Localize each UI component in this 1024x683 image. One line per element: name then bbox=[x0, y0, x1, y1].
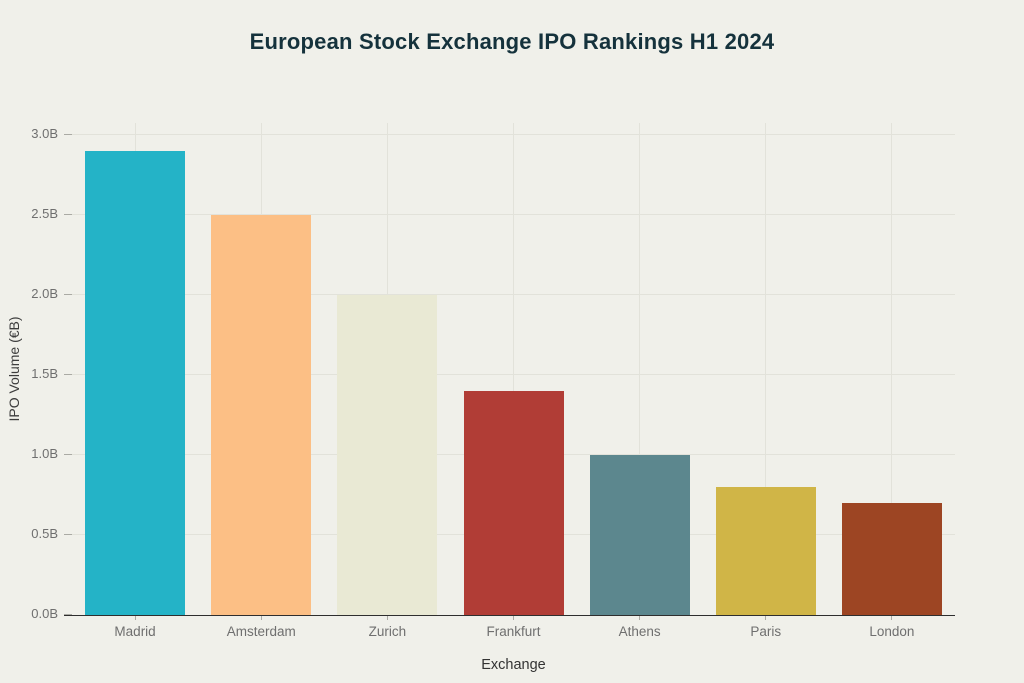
y-tick-mark bbox=[64, 294, 72, 295]
x-tick-label: London bbox=[869, 624, 915, 639]
y-tick-label: 1.0B bbox=[31, 446, 58, 461]
x-tick-label: Madrid bbox=[114, 624, 156, 639]
bar-amsterdam bbox=[211, 215, 312, 615]
x-tick-mark bbox=[639, 615, 641, 620]
y-tick-mark bbox=[64, 374, 72, 375]
bar-london bbox=[841, 503, 942, 615]
y-tick-label: 0.0B bbox=[31, 606, 58, 621]
plot-area: 0.0B 0.5B 1.0B 1.5B 2.0B 2.5B 3.0B Madrid Amster… bbox=[31, 123, 955, 639]
x-tick-label: Amsterdam bbox=[226, 624, 296, 639]
bar-zurich bbox=[337, 295, 438, 615]
bar-paris bbox=[715, 487, 816, 615]
y-tick-mark bbox=[64, 454, 72, 455]
y-tick-mark bbox=[64, 214, 72, 215]
x-tick-label: Frankfurt bbox=[486, 624, 541, 639]
x-tick-mark bbox=[260, 615, 262, 620]
x-axis-title: Exchange bbox=[481, 657, 546, 673]
x-tick-mark bbox=[134, 615, 136, 620]
y-tick-label: 2.0B bbox=[31, 286, 58, 301]
y-tick-label: 2.5B bbox=[31, 206, 58, 221]
x-tick-mark bbox=[891, 615, 893, 620]
v-gridline bbox=[891, 123, 893, 615]
y-tick-label: 3.0B bbox=[31, 126, 58, 141]
y-tick-mark bbox=[64, 134, 72, 135]
bar-frankfurt bbox=[463, 391, 564, 615]
x-tick-label: Athens bbox=[618, 624, 661, 639]
y-tick-mark bbox=[64, 534, 72, 535]
x-axis-line bbox=[64, 614, 955, 616]
v-gridline bbox=[765, 123, 767, 615]
bar-athens bbox=[589, 455, 690, 615]
x-tick-label: Paris bbox=[750, 624, 782, 639]
v-gridline bbox=[639, 123, 641, 615]
y-tick-label: 1.5B bbox=[31, 366, 58, 381]
x-tick-mark bbox=[386, 615, 388, 620]
y-tick-label: 0.5B bbox=[31, 526, 58, 541]
chart-title: European Stock Exchange IPO Rankings H1 … bbox=[249, 29, 775, 54]
x-tick-mark bbox=[513, 615, 514, 620]
x-tick-label: Zurich bbox=[368, 624, 407, 639]
x-tick-mark bbox=[765, 615, 767, 620]
bar-madrid bbox=[85, 151, 186, 615]
v-gridline bbox=[513, 123, 514, 615]
